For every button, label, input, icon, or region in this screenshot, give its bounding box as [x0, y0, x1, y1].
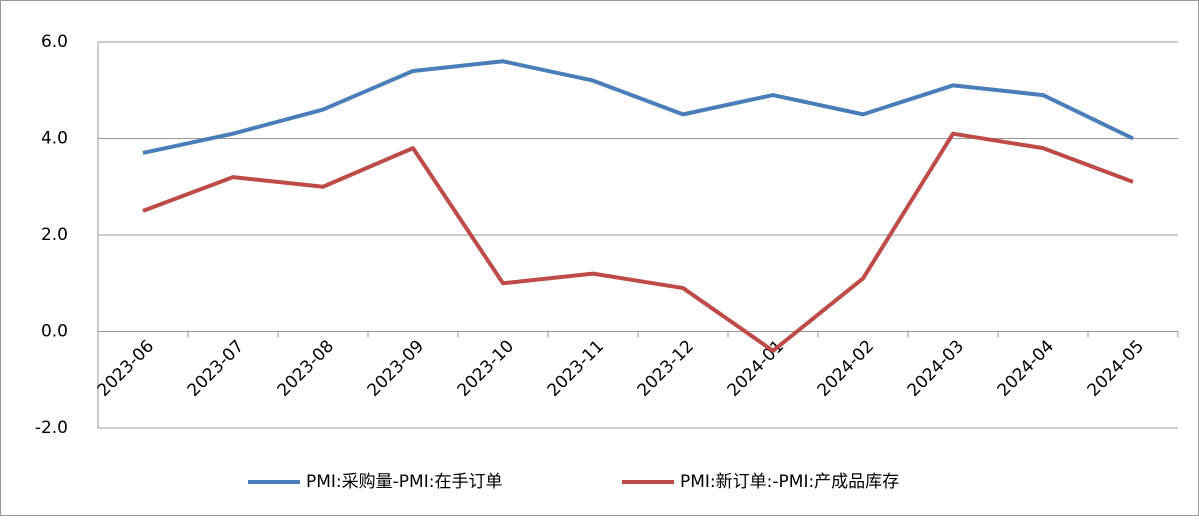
y-tick-label: 4.0	[41, 129, 68, 149]
line-series	[142, 59, 1134, 155]
y-tick-label: 2.0	[41, 225, 68, 245]
y-tick-label: -2.0	[35, 418, 68, 438]
y-tick-label: 0.0	[41, 322, 68, 342]
legend-label: PMI:采购量-PMI:在手订单	[306, 472, 502, 492]
line-series	[142, 131, 1134, 353]
y-tick-label: 6.0	[41, 32, 68, 52]
legend-label: PMI:新订单:-PMI:产成品库存	[680, 472, 899, 492]
